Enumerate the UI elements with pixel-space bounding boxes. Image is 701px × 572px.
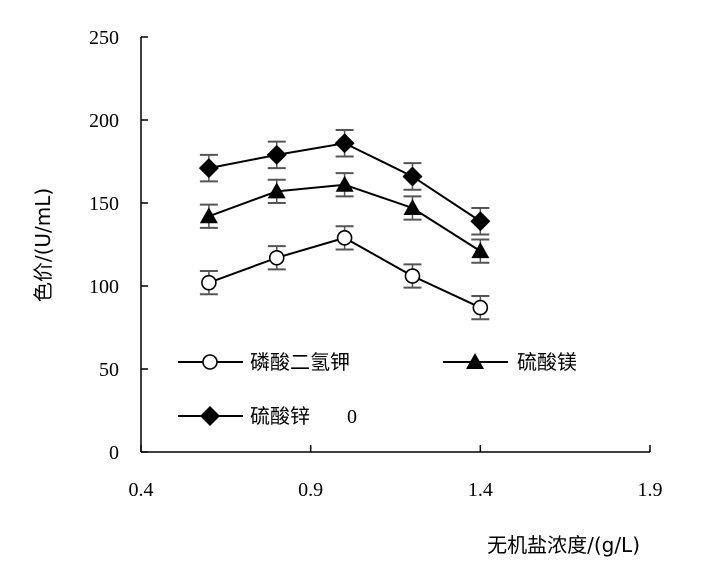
y-tick-label: 200: [89, 110, 119, 132]
series-layer: [198, 128, 491, 321]
data-point: [268, 249, 285, 266]
legend-marker: [202, 354, 218, 370]
x-tick-label: 0.4: [129, 479, 154, 501]
data-point: [402, 166, 423, 187]
legend-item-1: 磷酸二氢钾: [178, 350, 350, 374]
data-point: [470, 211, 491, 232]
data-point: [199, 207, 218, 224]
x-tick-label: 0.9: [298, 479, 323, 501]
y-tick-label: 150: [89, 193, 119, 215]
data-point: [334, 133, 355, 154]
data-point: [335, 175, 354, 192]
data-point: [471, 242, 490, 259]
data-point: [267, 182, 286, 199]
series-3: [198, 128, 491, 236]
legend-label: 磷酸二氢钾: [250, 350, 350, 374]
legend-label: 硫酸镁: [517, 350, 577, 374]
x-axis-label: 无机盐浓度/(g/L): [487, 533, 640, 557]
axes: [140, 37, 650, 453]
legend-marker: [200, 406, 220, 426]
y-tick-label: 100: [89, 276, 119, 298]
legend-extra-text: 0: [347, 406, 357, 428]
legend-marker: [466, 353, 484, 369]
series-1: [199, 225, 490, 321]
data-point: [201, 274, 217, 291]
y-tick-label: 50: [99, 359, 119, 381]
data-point: [404, 268, 421, 284]
legend-label: 硫酸锌: [250, 404, 310, 428]
data-point: [472, 299, 489, 316]
y-tick-label: 0: [109, 442, 119, 464]
x-tick-label: 1.4: [468, 479, 493, 501]
y-axis-label: 色价/(U/mL): [31, 188, 55, 302]
y-tick-label: 250: [89, 27, 119, 49]
legend-item-3: 硫酸锌: [178, 404, 310, 428]
data-point: [266, 144, 287, 165]
data-point: [336, 230, 353, 246]
series-2: [199, 172, 490, 264]
x-tick-label: 1.9: [638, 479, 663, 501]
ticks: 0 50 100 150 200 250 0.4 0.9 1.4 1.9: [89, 27, 663, 501]
legend-item-2: 硫酸镁: [443, 350, 577, 374]
data-point: [198, 158, 219, 179]
data-point: [403, 198, 422, 215]
